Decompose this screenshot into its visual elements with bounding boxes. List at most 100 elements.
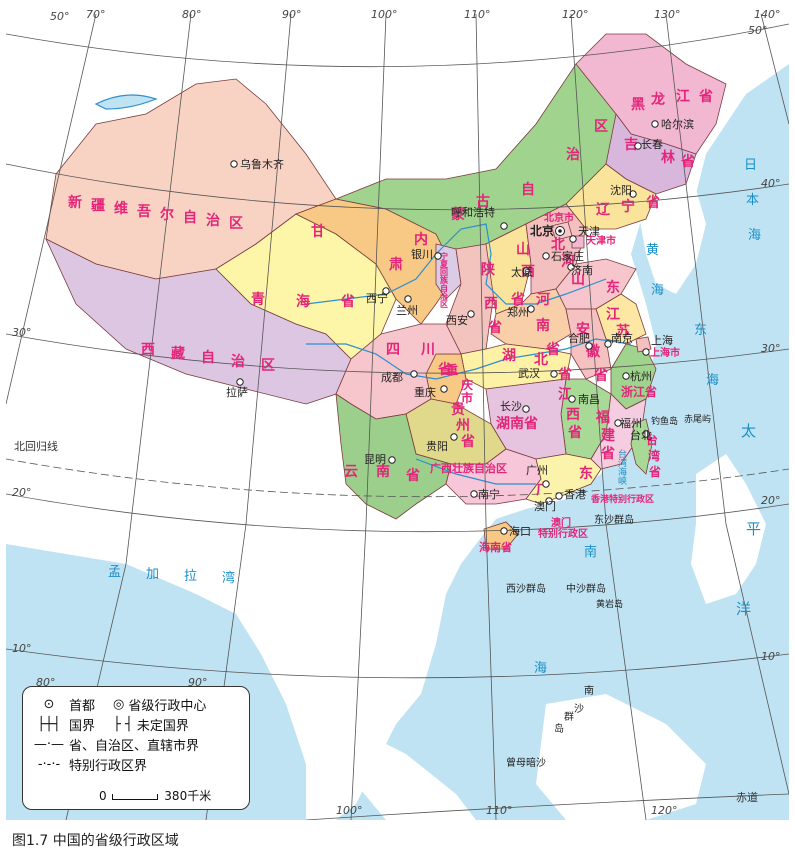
label-qinghai: 青 海 省 — [251, 291, 355, 310]
city-label: 重庆 — [414, 385, 436, 399]
svg-text:自: 自 — [183, 209, 197, 226]
pearl-river — [415, 458, 536, 485]
sea-label-pacific: 平 — [746, 520, 761, 538]
svg-text:省: 省 — [645, 194, 660, 211]
legend-row-borders: ├┼┤ 国界 ├ ┤ 未定国界 — [33, 715, 189, 734]
philippines-land — [691, 454, 766, 604]
svg-text:藏: 藏 — [171, 345, 185, 362]
label-gansu: 甘 肃 — [311, 223, 403, 273]
svg-text:省: 省 — [487, 319, 502, 336]
sea-label-pacific: 太 — [741, 422, 756, 440]
lon-label-top: 100° — [371, 8, 398, 21]
svg-text:古: 古 — [476, 193, 490, 210]
svg-text:省: 省 — [698, 88, 713, 105]
legend-row-provincial: —·— 省、自治区、直辖市界 — [33, 735, 199, 754]
svg-text:林: 林 — [661, 149, 675, 166]
svg-text:市: 市 — [461, 390, 473, 405]
city-label: 银川 — [411, 247, 433, 261]
lon-label-bottom: 110° — [486, 804, 513, 817]
national-border-symbol-icon: ├┼┤ — [37, 716, 61, 732]
scale-value: 380千米 — [164, 789, 212, 803]
city-label: 西宁 — [366, 291, 388, 305]
label-heilongjiang: 黑 龙 江 省 — [631, 88, 713, 113]
island-label: 曾母暗沙 — [506, 756, 546, 769]
sea-label-south: 海 — [534, 661, 547, 676]
lat-label-right: 50° — [748, 24, 768, 37]
legend-capital-label: 首都 — [69, 698, 96, 714]
meridian-140 — [760, 13, 789, 125]
city-marker — [410, 370, 418, 378]
lat-label-right: 30° — [761, 342, 781, 355]
label-tianjin: 天津市 — [586, 234, 616, 247]
label-zhejiang: 浙江省 — [621, 384, 657, 399]
island-label: 中沙群岛 — [566, 582, 606, 595]
china-province-map: 70° 80° 90° 100° 110° 120° 130° 140° 80°… — [6, 4, 789, 820]
svg-text:治: 治 — [566, 146, 580, 163]
svg-text:治: 治 — [231, 353, 245, 370]
svg-text:青: 青 — [251, 291, 265, 308]
svg-text:省: 省 — [340, 293, 355, 310]
svg-text:河: 河 — [536, 291, 550, 308]
svg-text:州: 州 — [455, 418, 470, 434]
svg-text:蒙: 蒙 — [451, 206, 465, 223]
city-label: 兰州 — [396, 304, 418, 317]
svg-text:区: 区 — [594, 119, 608, 135]
meridian-110 — [475, 13, 497, 820]
lat-label-right: 40° — [761, 177, 781, 190]
label-hainan: 海南省 — [479, 540, 512, 554]
city-marker — [567, 263, 575, 271]
legend-sar-border-label: 特别行政区界 — [69, 758, 148, 774]
city-marker — [230, 160, 238, 168]
island-label: 南 — [584, 684, 594, 697]
city-marker — [542, 480, 550, 488]
label-taiwan: 台 湾 省 — [646, 432, 661, 479]
city-marker — [470, 490, 478, 498]
svg-text:省: 省 — [405, 467, 420, 484]
lon-label-top: 120° — [562, 8, 589, 21]
label-hubei: 湖 北 省 — [502, 348, 572, 383]
legend-row-sar: -·-·- 特别行政区界 — [33, 755, 148, 774]
city-label: 沈阳 — [610, 183, 632, 197]
label-yunnan: 云 南 省 — [344, 463, 420, 484]
label-xinjiang: 新 疆 维 吾 尔 自 治 区 — [68, 194, 243, 232]
city-label: 济南 — [571, 263, 593, 277]
sea-label-pacific: 洋 — [736, 600, 751, 618]
svg-text:新: 新 — [68, 194, 82, 211]
parallel-10 — [6, 648, 789, 679]
svg-text:湾: 湾 — [648, 448, 660, 463]
island-label: 沙 — [574, 703, 584, 715]
scale-bar: 0 380千米 — [99, 787, 211, 804]
sea-label-japan: 日 — [744, 158, 757, 173]
figure-caption: 图1.7 中国的省级行政区域 — [12, 833, 179, 849]
japan-korea-land — [636, 184, 706, 294]
lon-label-bottom: 120° — [651, 804, 678, 817]
meridian-130 — [665, 13, 789, 795]
legend-undefined-border-label: 未定国界 — [136, 718, 189, 734]
svg-text:重: 重 — [446, 362, 458, 377]
city-label: 澳门 — [534, 499, 556, 513]
sea-label-east: 东 — [694, 323, 707, 338]
island-labels: 东沙群岛 西沙群岛 中沙群岛 黄岩岛 钓鱼岛 赤尾屿 南 沙 群 岛 曾母暗沙 — [506, 414, 711, 769]
svg-text:甘: 甘 — [311, 223, 325, 240]
meridian-70 — [6, 13, 97, 405]
city-marker — [550, 370, 558, 378]
sea-label-bengal: 湾 — [222, 570, 235, 586]
city-marker — [651, 120, 659, 128]
label-liaoning: 辽 宁 省 — [596, 194, 660, 218]
svg-text:山: 山 — [516, 242, 530, 258]
city-label: 石家庄 — [551, 249, 584, 263]
city-marker — [545, 497, 553, 505]
city-label: 西安 — [446, 313, 468, 327]
label-ningxia: 宁夏回族自治区 — [439, 251, 449, 309]
lon-label-top: 70° — [86, 8, 106, 21]
svg-text:江: 江 — [676, 88, 690, 105]
city-label: 台北 — [630, 428, 652, 442]
island-label: 岛 — [554, 722, 564, 735]
province-hubei — [460, 343, 572, 390]
scale-line — [112, 794, 159, 800]
lon-label-top: 90° — [282, 8, 302, 21]
city-marker — [404, 295, 412, 303]
lat-label-left: 10° — [12, 642, 32, 655]
yangtze-river — [306, 338, 632, 380]
city-label: 长沙 — [500, 400, 522, 413]
